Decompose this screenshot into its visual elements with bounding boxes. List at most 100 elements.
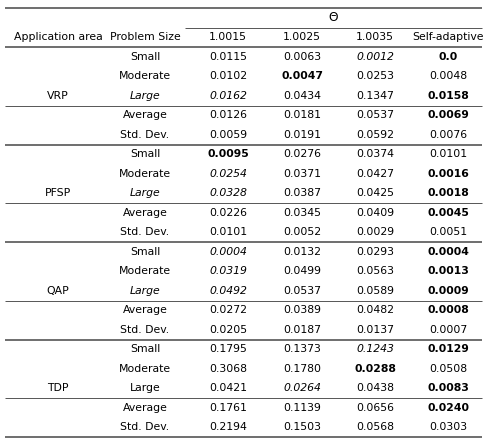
Text: QAP: QAP bbox=[47, 286, 69, 296]
Text: 0.0101: 0.0101 bbox=[429, 149, 467, 159]
Text: 0.0083: 0.0083 bbox=[427, 383, 469, 393]
Text: PFSP: PFSP bbox=[45, 188, 71, 198]
Text: 0.0345: 0.0345 bbox=[283, 208, 321, 218]
Text: 0.0319: 0.0319 bbox=[209, 266, 247, 276]
Text: 0.0076: 0.0076 bbox=[429, 130, 467, 140]
Text: TDP: TDP bbox=[47, 383, 69, 393]
Text: 0.0499: 0.0499 bbox=[283, 266, 321, 276]
Text: 0.0101: 0.0101 bbox=[209, 227, 247, 237]
Text: 0.0047: 0.0047 bbox=[281, 71, 323, 81]
Text: 0.0016: 0.0016 bbox=[427, 169, 469, 179]
Text: 0.1243: 0.1243 bbox=[356, 344, 394, 354]
Text: 0.0048: 0.0048 bbox=[429, 71, 467, 81]
Text: 0.0115: 0.0115 bbox=[209, 52, 247, 62]
Text: Large: Large bbox=[130, 188, 160, 198]
Text: Moderate: Moderate bbox=[119, 266, 171, 276]
Text: 0.0187: 0.0187 bbox=[283, 325, 321, 335]
Text: 0.0051: 0.0051 bbox=[429, 227, 467, 237]
Text: 0.0592: 0.0592 bbox=[356, 130, 394, 140]
Text: 0.0009: 0.0009 bbox=[427, 286, 469, 296]
Text: 0.2194: 0.2194 bbox=[209, 422, 247, 432]
Text: Moderate: Moderate bbox=[119, 364, 171, 374]
Text: Application area: Application area bbox=[14, 32, 102, 42]
Text: 0.1503: 0.1503 bbox=[283, 422, 321, 432]
Text: 0.0264: 0.0264 bbox=[283, 383, 321, 393]
Text: 0.0008: 0.0008 bbox=[427, 305, 469, 315]
Text: 0.0240: 0.0240 bbox=[427, 403, 469, 413]
Text: 0.0492: 0.0492 bbox=[209, 286, 247, 296]
Text: VRP: VRP bbox=[47, 91, 69, 101]
Text: 0.0205: 0.0205 bbox=[209, 325, 247, 335]
Text: Std. Dev.: Std. Dev. bbox=[120, 325, 169, 335]
Text: 0.0059: 0.0059 bbox=[209, 130, 247, 140]
Text: 0.0425: 0.0425 bbox=[356, 188, 394, 198]
Text: 0.0272: 0.0272 bbox=[209, 305, 247, 315]
Text: 0.0004: 0.0004 bbox=[427, 247, 469, 257]
Text: 0.0007: 0.0007 bbox=[429, 325, 467, 335]
Text: Small: Small bbox=[130, 149, 160, 159]
Text: 1.0025: 1.0025 bbox=[283, 32, 321, 42]
Text: 1.0015: 1.0015 bbox=[209, 32, 247, 42]
Text: 0.0438: 0.0438 bbox=[356, 383, 394, 393]
Text: 0.0012: 0.0012 bbox=[356, 52, 394, 62]
Text: 0.0482: 0.0482 bbox=[356, 305, 394, 315]
Text: 0.0537: 0.0537 bbox=[283, 286, 321, 296]
Text: 0.0288: 0.0288 bbox=[354, 364, 396, 374]
Text: 0.1795: 0.1795 bbox=[209, 344, 247, 354]
Text: 0.0181: 0.0181 bbox=[283, 110, 321, 120]
Text: 0.0102: 0.0102 bbox=[209, 71, 247, 81]
Text: 0.0191: 0.0191 bbox=[283, 130, 321, 140]
Text: 0.3068: 0.3068 bbox=[209, 364, 247, 374]
Text: 0.0029: 0.0029 bbox=[356, 227, 394, 237]
Text: 0.0013: 0.0013 bbox=[427, 266, 469, 276]
Text: 0.0409: 0.0409 bbox=[356, 208, 394, 218]
Text: Average: Average bbox=[123, 403, 168, 413]
Text: 0.1780: 0.1780 bbox=[283, 364, 321, 374]
Text: 0.0303: 0.0303 bbox=[429, 422, 467, 432]
Text: 0.0052: 0.0052 bbox=[283, 227, 321, 237]
Text: 0.0427: 0.0427 bbox=[356, 169, 394, 179]
Text: 0.1139: 0.1139 bbox=[283, 403, 321, 413]
Text: 0.0421: 0.0421 bbox=[209, 383, 247, 393]
Text: 0.0018: 0.0018 bbox=[427, 188, 469, 198]
Text: 0.0226: 0.0226 bbox=[209, 208, 247, 218]
Text: 0.0069: 0.0069 bbox=[427, 110, 469, 120]
Text: 0.0508: 0.0508 bbox=[429, 364, 467, 374]
Text: 0.0137: 0.0137 bbox=[356, 325, 394, 335]
Text: 0.0656: 0.0656 bbox=[356, 403, 394, 413]
Text: 0.0387: 0.0387 bbox=[283, 188, 321, 198]
Text: Moderate: Moderate bbox=[119, 169, 171, 179]
Text: 0.0374: 0.0374 bbox=[356, 149, 394, 159]
Text: 0.1347: 0.1347 bbox=[356, 91, 394, 101]
Text: Average: Average bbox=[123, 110, 168, 120]
Text: Small: Small bbox=[130, 247, 160, 257]
Text: Small: Small bbox=[130, 344, 160, 354]
Text: Problem Size: Problem Size bbox=[110, 32, 180, 42]
Text: Large: Large bbox=[130, 91, 160, 101]
Text: Std. Dev.: Std. Dev. bbox=[120, 422, 169, 432]
Text: Θ: Θ bbox=[329, 11, 338, 24]
Text: 0.0063: 0.0063 bbox=[283, 52, 321, 62]
Text: Large: Large bbox=[130, 286, 160, 296]
Text: 0.0563: 0.0563 bbox=[356, 266, 394, 276]
Text: Average: Average bbox=[123, 305, 168, 315]
Text: 0.0254: 0.0254 bbox=[209, 169, 247, 179]
Text: 0.0129: 0.0129 bbox=[427, 344, 469, 354]
Text: 0.0132: 0.0132 bbox=[283, 247, 321, 257]
Text: 0.0293: 0.0293 bbox=[356, 247, 394, 257]
Text: 0.0: 0.0 bbox=[438, 52, 458, 62]
Text: 0.0328: 0.0328 bbox=[209, 188, 247, 198]
Text: 0.1761: 0.1761 bbox=[209, 403, 247, 413]
Text: 0.0589: 0.0589 bbox=[356, 286, 394, 296]
Text: 0.0371: 0.0371 bbox=[283, 169, 321, 179]
Text: 0.0276: 0.0276 bbox=[283, 149, 321, 159]
Text: 0.0568: 0.0568 bbox=[356, 422, 394, 432]
Text: Std. Dev.: Std. Dev. bbox=[120, 130, 169, 140]
Text: Small: Small bbox=[130, 52, 160, 62]
Text: 0.0004: 0.0004 bbox=[209, 247, 247, 257]
Text: 0.0158: 0.0158 bbox=[427, 91, 469, 101]
Text: 1.0035: 1.0035 bbox=[356, 32, 394, 42]
Text: 0.0095: 0.0095 bbox=[207, 149, 249, 159]
Text: Large: Large bbox=[130, 383, 160, 393]
Text: 0.0389: 0.0389 bbox=[283, 305, 321, 315]
